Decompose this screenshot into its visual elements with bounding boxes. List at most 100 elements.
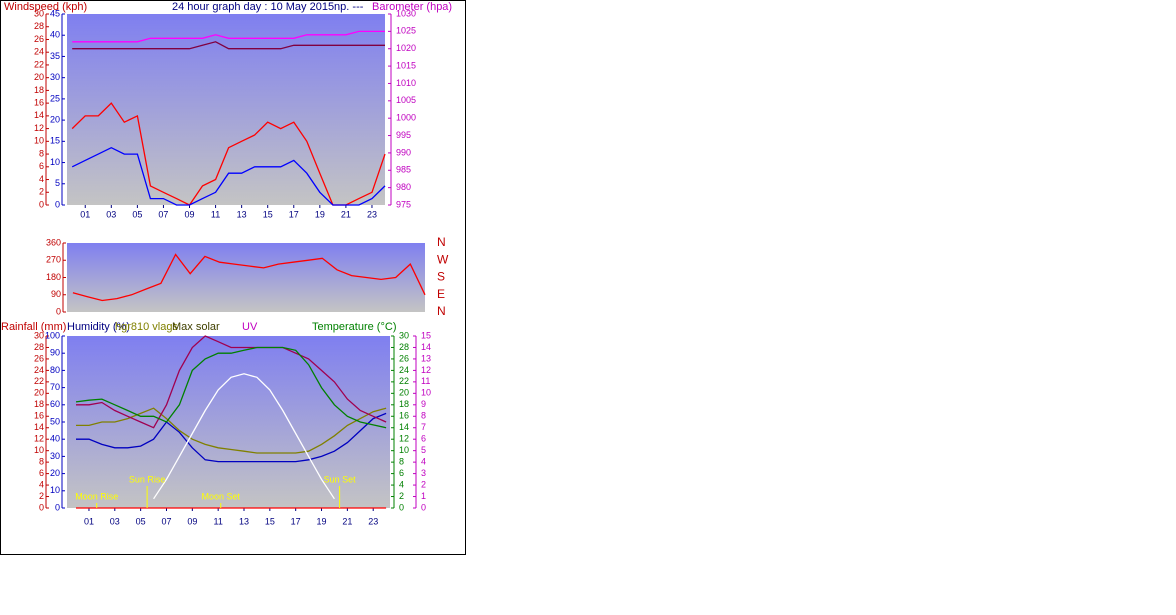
y-tick-label: 8 <box>421 411 426 421</box>
y-tick-label: 30 <box>34 330 44 340</box>
y-tick-label: 6 <box>39 468 44 478</box>
y-tick-label: 14 <box>421 342 431 352</box>
series-line <box>76 412 387 463</box>
event-label: Sun Set <box>324 474 357 484</box>
y-tick-label: 15 <box>421 330 431 340</box>
x-tick-label: 13 <box>237 209 247 219</box>
y-tick-label: 100 <box>45 330 60 340</box>
y-tick-label: 20 <box>50 468 60 478</box>
y-tick-label: 13 <box>421 353 431 363</box>
y-tick-label: 10 <box>50 157 60 167</box>
y-tick-label: 1020 <box>396 43 416 53</box>
series-line <box>72 41 385 50</box>
series-line <box>76 335 387 429</box>
y-tick-label: 2 <box>399 491 404 501</box>
y-tick-label: 990 <box>396 147 411 157</box>
x-tick-label: 21 <box>342 516 352 526</box>
x-tick-label: 09 <box>187 516 197 526</box>
event-label: Moon Rise <box>75 491 118 501</box>
y-tick-label: 28 <box>34 21 44 31</box>
x-tick-label: 09 <box>185 209 195 219</box>
y-tick-label: 8 <box>39 148 44 158</box>
y-tick-label: 980 <box>396 182 411 192</box>
y-tick-label: 28 <box>34 342 44 352</box>
y-tick-label: 0 <box>39 502 44 512</box>
y-tick-label: 0 <box>55 502 60 512</box>
y-tick-label: 22 <box>34 376 44 386</box>
event-label: Moon Set <box>201 491 240 501</box>
y-tick-label: 14 <box>399 422 409 432</box>
y-tick-label: 12 <box>421 365 431 375</box>
y-tick-label: 10 <box>399 445 409 455</box>
y-tick-label: 5 <box>55 178 60 188</box>
y-tick-label: 20 <box>399 388 409 398</box>
y-tick-label: 985 <box>396 165 411 175</box>
y-tick-label: 26 <box>34 34 44 44</box>
y-tick-label: 30 <box>50 72 60 82</box>
y-tick-label: 5 <box>421 445 426 455</box>
y-tick-label: 180 <box>46 272 61 282</box>
series-line <box>153 373 335 500</box>
series-line <box>75 346 387 429</box>
y-tick-label: 20 <box>50 114 60 124</box>
x-tick-label: 03 <box>110 516 120 526</box>
y-tick-label: 0 <box>421 502 426 512</box>
x-tick-label: 05 <box>136 516 146 526</box>
x-tick-label: 03 <box>106 209 116 219</box>
x-tick-label: 01 <box>84 516 94 526</box>
y-tick-label: 6 <box>399 468 404 478</box>
x-tick-label: 07 <box>158 209 168 219</box>
y-tick-label: 45 <box>50 8 60 18</box>
chart-title: 24 hour graph day : 10 May 2015np. --- <box>172 1 364 13</box>
y-tick-label: 14 <box>34 110 44 120</box>
y-tick-label: 24 <box>34 47 44 57</box>
x-tick-label: 19 <box>317 516 327 526</box>
y-tick-label: 50 <box>50 416 60 426</box>
y-tick-label: 11 <box>421 376 430 386</box>
y-tick-label: 18 <box>399 399 409 409</box>
y-tick-label: 270 <box>46 255 61 265</box>
y-tick-label: 30 <box>399 330 409 340</box>
y-tick-label: 10 <box>421 388 431 398</box>
y-tick-label: 2 <box>39 491 44 501</box>
y-tick-label: 1025 <box>396 26 416 36</box>
y-tick-label: 1010 <box>396 78 416 88</box>
y-tick-label: 8 <box>39 457 44 467</box>
y-tick-label: 975 <box>396 199 411 209</box>
y-tick-label: 16 <box>34 411 44 421</box>
y-tick-label: 10 <box>34 136 44 146</box>
y-tick-label: 15 <box>50 136 60 146</box>
legend-label: UV <box>242 321 258 333</box>
y-tick-label: 9 <box>421 399 426 409</box>
y-tick-label: 360 <box>46 237 61 247</box>
y-tick-label: 10 <box>50 485 60 495</box>
y-tick-label: 2 <box>421 479 426 489</box>
y-tick-label: 995 <box>396 130 411 140</box>
y-tick-label: 90 <box>51 289 61 299</box>
y-tick-label: 70 <box>50 382 60 392</box>
y-tick-label: 40 <box>50 30 60 40</box>
plot-area <box>67 336 390 508</box>
y-tick-label: 0 <box>39 199 44 209</box>
y-tick-label: 7 <box>421 422 426 432</box>
y-tick-label: 14 <box>34 422 44 432</box>
y-tick-label: 1015 <box>396 60 416 70</box>
legend-label: Max solar <box>172 321 220 333</box>
y2-label: Barometer (hpa) <box>372 1 452 13</box>
y-tick-label: 80 <box>50 365 60 375</box>
y-tick-label: 0 <box>56 306 61 316</box>
y-tick-label: 26 <box>399 353 409 363</box>
legend-label: Humidity (%) <box>67 321 130 333</box>
series-line <box>76 407 387 454</box>
y-tick-label: 6 <box>421 434 426 444</box>
y-tick-label: 90 <box>50 348 60 358</box>
y-tick-label: E <box>437 287 445 301</box>
y-tick-label: 18 <box>34 85 44 95</box>
y-tick-label: N <box>437 304 446 318</box>
x-tick-label: 01 <box>80 209 90 219</box>
y-tick-label: 0 <box>55 199 60 209</box>
y-tick-label: S <box>437 270 445 284</box>
y-tick-label: 1005 <box>396 95 416 105</box>
y-tick-label: 16 <box>399 411 409 421</box>
x-tick-label: 11 <box>211 209 220 219</box>
